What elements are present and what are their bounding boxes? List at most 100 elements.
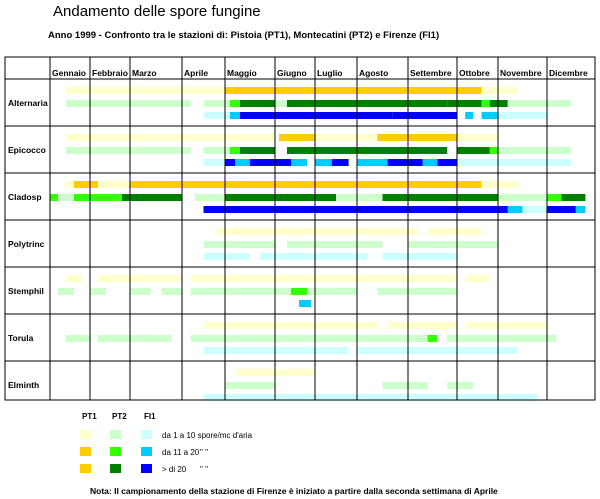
bar-elminth-pt2 — [225, 382, 275, 389]
bar-epicocco-pt1 — [315, 134, 378, 141]
bar-alternaria-pt2 — [481, 100, 490, 107]
bar-stemphil-pt2 — [90, 288, 106, 295]
bar-stemphil-pt2 — [307, 288, 357, 295]
chart-subtitle: Anno 1999 - Confronto tra le stazioni di… — [48, 30, 440, 41]
legend-swatch-pt1-2 — [80, 447, 91, 456]
species-label: Torula — [8, 333, 34, 343]
bar-cladosp-pt2 — [50, 194, 58, 201]
bar-epicocco-fi1 — [250, 159, 291, 166]
bar-cladosp-pt1 — [66, 181, 74, 188]
bar-polytrinc-pt1 — [427, 228, 482, 235]
bar-alternaria-fi1 — [465, 112, 474, 119]
chart-title: Andamento delle spore fungine — [53, 3, 261, 20]
bar-torula-pt1 — [465, 322, 547, 329]
bar-torula-pt2 — [66, 335, 90, 342]
month-label: Febbraio — [92, 68, 128, 78]
bar-torula-pt2 — [190, 335, 428, 342]
bar-alternaria-fi1 — [481, 112, 498, 119]
bar-cladosp-pt1 — [74, 181, 98, 188]
species-label: Cladosp — [8, 192, 42, 202]
bar-polytrinc-pt2 — [408, 241, 498, 248]
species-label: Polytrinc — [8, 239, 45, 249]
bar-alternaria-pt2 — [287, 100, 448, 107]
bar-polytrinc-pt2 — [203, 241, 275, 248]
bar-elminth-fi1 — [203, 394, 538, 401]
month-label: Luglio — [317, 68, 343, 78]
legend-swatch-pt1-3 — [80, 464, 91, 473]
month-label: Ottobre — [459, 68, 490, 78]
month-label: Aprile — [184, 68, 208, 78]
legend-swatch-pt1-1 — [80, 430, 91, 439]
bar-epicocco-pt2 — [489, 147, 498, 154]
bar-alternaria-pt2 — [275, 100, 287, 107]
bar-epicocco-pt2 — [240, 147, 275, 154]
species-label: Elminth — [8, 380, 39, 390]
bar-alternaria-fi1 — [240, 112, 393, 119]
bar-cladosp-pt2 — [336, 194, 383, 201]
bar-stemphil-pt1 — [98, 275, 182, 282]
bar-epicocco-fi1 — [315, 159, 332, 166]
month-label: Giugno — [277, 68, 307, 78]
month-label: Settembre — [410, 68, 452, 78]
legend-swatch-fi1-2 — [141, 447, 152, 456]
bar-polytrinc-fi1 — [260, 253, 368, 260]
species-label: Epicocco — [8, 145, 46, 155]
bar-epicocco-pt1 — [377, 134, 457, 141]
legend-header-fi1: FI1 — [144, 412, 156, 421]
bar-alternaria-fi1 — [230, 112, 240, 119]
grid-frame — [4, 56, 596, 401]
bar-cladosp-pt2 — [561, 194, 586, 201]
bar-cladosp-fi1 — [547, 206, 576, 213]
bar-cladosp-fi1 — [575, 206, 586, 213]
bar-alternaria-pt1 — [66, 87, 225, 94]
bar-epicocco-pt2 — [457, 147, 490, 154]
bar-cladosp-pt2 — [225, 194, 336, 201]
bar-torula-pt2 — [98, 335, 172, 342]
bar-cladosp-pt2 — [194, 194, 225, 201]
bar-stemphil-pt1 — [190, 275, 457, 282]
bar-elminth-pt2 — [447, 382, 474, 389]
bar-epicocco-pt2 — [230, 147, 240, 154]
bar-alternaria-fi1 — [392, 112, 457, 119]
bar-cladosp-pt2 — [498, 194, 547, 201]
bar-epicocco-pt1 — [66, 134, 225, 141]
bar-alternaria-pt2 — [489, 100, 508, 107]
bar-stemphil-pt2 — [130, 288, 151, 295]
bar-elminth-pt2 — [382, 382, 428, 389]
bar-alternaria-pt2 — [447, 100, 482, 107]
bar-epicocco-fi1 — [225, 159, 235, 166]
bar-polytrinc-pt2 — [287, 241, 383, 248]
bar-epicocco-fi1 — [437, 159, 457, 166]
legend-header-pt1: PT1 — [82, 412, 97, 421]
month-label: Maggio — [227, 68, 257, 78]
bar-alternaria-fi1 — [498, 112, 547, 119]
bar-cladosp-pt2 — [382, 194, 498, 201]
bar-torula-pt1 — [387, 322, 457, 329]
bar-epicocco-fi1 — [457, 159, 571, 166]
bar-cladosp-pt2 — [58, 194, 74, 201]
bar-polytrinc-pt1 — [216, 228, 418, 235]
bar-alternaria-pt1 — [225, 87, 482, 94]
bar-torula-pt2 — [427, 335, 438, 342]
legend-ditto-3: " " — [200, 465, 208, 474]
bar-alternaria-pt2 — [230, 100, 240, 107]
bar-stemphil-pt2 — [161, 288, 182, 295]
bar-alternaria-pt1 — [481, 87, 518, 94]
bar-torula-pt1 — [203, 322, 378, 329]
bar-cladosp-pt2 — [74, 194, 122, 201]
month-label: Dicembre — [549, 68, 588, 78]
legend-swatch-pt2-3 — [110, 464, 121, 473]
legend-header-pt2: PT2 — [112, 412, 127, 421]
bar-cladosp-pt1 — [481, 181, 518, 188]
bar-epicocco-pt2 — [498, 147, 571, 154]
bar-polytrinc-fi1 — [382, 253, 457, 260]
legend-swatch-fi1-1 — [141, 430, 152, 439]
bar-torula-pt2 — [447, 335, 557, 342]
month-label: Marzo — [132, 68, 157, 78]
month-label: Gennaio — [52, 68, 86, 78]
bar-cladosp-pt1 — [98, 181, 130, 188]
legend-level-2: da 11 a 20 — [162, 448, 200, 457]
bar-torula-fi1 — [357, 347, 518, 354]
bar-stemphil-pt1 — [66, 275, 82, 282]
bar-epicocco-pt1 — [225, 134, 275, 141]
